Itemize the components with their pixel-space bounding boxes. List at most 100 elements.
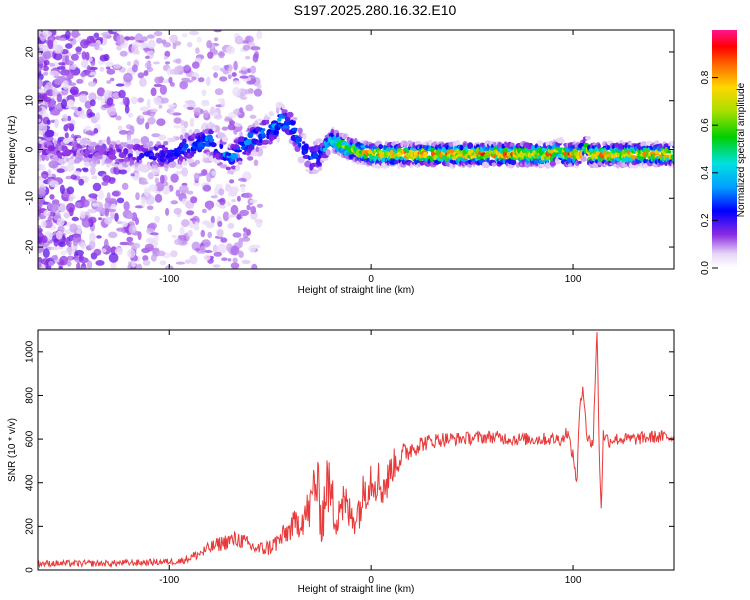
spectrogram-cell	[246, 80, 256, 85]
spectrogram-cell	[218, 50, 225, 59]
spectrogram-cell	[585, 135, 591, 141]
spectrogram-cell	[220, 237, 228, 243]
spectrogram-cell	[191, 61, 200, 69]
spectrogram-cell	[147, 39, 156, 50]
spectrogram-cell	[244, 88, 255, 95]
spectrogram-cell	[210, 142, 217, 148]
spectrogram-cell	[112, 148, 116, 156]
spectrogram-cell	[76, 78, 84, 84]
spectrogram-cell	[127, 153, 133, 158]
spectrogram-cell	[147, 117, 156, 125]
spectrogram-cell	[229, 120, 236, 126]
spectrogram-cell	[212, 244, 218, 253]
spectrogram-cell	[154, 76, 163, 84]
spectrogram-cell	[233, 60, 238, 71]
spectrogram-cell	[202, 184, 212, 192]
spectrogram-cell	[80, 241, 87, 249]
spectrogram-cell	[116, 139, 121, 146]
spectrogram-cell	[59, 37, 67, 42]
spectrogram-cell	[99, 66, 105, 72]
spectrogram-cell	[72, 170, 81, 176]
spectrogram-cell	[48, 160, 59, 169]
spectrogram-cell	[221, 164, 228, 169]
spectrogram-cell	[122, 96, 128, 105]
spectrogram-cell	[49, 194, 55, 200]
spectrogram-cell	[194, 159, 201, 165]
spectrogram-cell	[119, 50, 128, 57]
spectrogram-cell	[251, 263, 258, 269]
spectrogram-cell	[142, 259, 151, 266]
spectrogram-cell	[232, 232, 242, 238]
spectrogram-cell	[227, 74, 232, 80]
spectrogram-cell	[325, 149, 331, 156]
spectrogram-cell	[60, 250, 67, 256]
spectrogram-cell	[237, 160, 243, 165]
spectrogram-cell	[189, 254, 198, 265]
spectrogram-cell	[227, 123, 236, 131]
spectrogram-cell	[268, 111, 275, 117]
spectrogram-cell	[230, 245, 240, 256]
spectrogram-cell	[186, 190, 194, 195]
spectrogram-cell	[105, 66, 111, 70]
spectrogram-x-ticks: -100 0 100	[159, 30, 582, 285]
spectrogram-cell	[146, 66, 154, 73]
spectrogram-cell	[124, 104, 130, 114]
spectrogram-cell	[38, 124, 44, 131]
spectrogram-cell	[96, 235, 102, 239]
spectrogram-cell	[200, 229, 206, 238]
spectrogram-cell	[658, 143, 663, 149]
spectrogram-cell	[88, 112, 96, 117]
spectrogram-cell	[200, 109, 204, 114]
spectrogram-cell	[227, 214, 237, 218]
spectrogram-cell	[89, 99, 96, 107]
spectrogram-cell	[63, 149, 72, 157]
spectrogram-cell	[250, 151, 259, 156]
spectrogram-cell	[239, 107, 244, 114]
spectrogram-cell	[207, 51, 214, 59]
spectrogram-cell	[537, 140, 543, 146]
spectrogram-cell	[291, 127, 299, 132]
snr-plot-area	[38, 332, 674, 569]
spectrogram-cell	[53, 52, 63, 61]
spectrogram-cell	[128, 225, 137, 234]
spectrogram-cell	[194, 221, 199, 230]
spectrogram-cell	[148, 140, 154, 147]
spectrogram-cell	[289, 119, 296, 126]
spectrogram-cell	[61, 98, 67, 109]
spectrogram-cell	[96, 87, 105, 97]
spectrogram-cell	[95, 112, 101, 122]
spectrogram-cell	[175, 170, 183, 175]
spectrogram-cell	[38, 56, 44, 65]
spectrogram-cell	[244, 55, 251, 60]
spectrogram-cell	[96, 155, 103, 160]
spectrogram-cell	[232, 80, 241, 85]
spectrogram-cell	[549, 160, 557, 167]
x-tick-label: 100	[565, 274, 582, 285]
x-tick-label: 0	[368, 274, 374, 285]
spectrogram-cell	[55, 104, 62, 109]
spectrogram-cell	[213, 30, 223, 33]
spectrogram-cell	[158, 134, 167, 141]
spectrogram-cell	[50, 98, 56, 108]
spectrogram-cell	[189, 129, 193, 136]
spectrogram-cell	[245, 104, 254, 112]
spectrogram-cell	[110, 262, 117, 269]
spectrogram-cell	[116, 227, 125, 232]
spectrogram-cell	[286, 111, 294, 118]
spectrogram-cell	[186, 210, 195, 216]
y-tick-label: -20	[25, 239, 36, 254]
spectrogram-cell	[153, 96, 162, 104]
y-tick-label: 0	[25, 567, 36, 573]
spectrogram-cell	[174, 238, 182, 245]
spectrogram-cell	[42, 50, 51, 60]
spectrogram-cell	[80, 39, 90, 49]
spectrogram-cell	[49, 146, 55, 150]
spectrogram-cell	[101, 160, 105, 166]
spectrogram-cell	[214, 187, 219, 197]
spectrogram-cell	[65, 246, 76, 255]
spectrogram-cell	[135, 192, 140, 201]
spectrogram-cell	[184, 259, 191, 264]
spectrogram-cell	[104, 200, 112, 211]
spectrogram-cell	[52, 87, 58, 97]
